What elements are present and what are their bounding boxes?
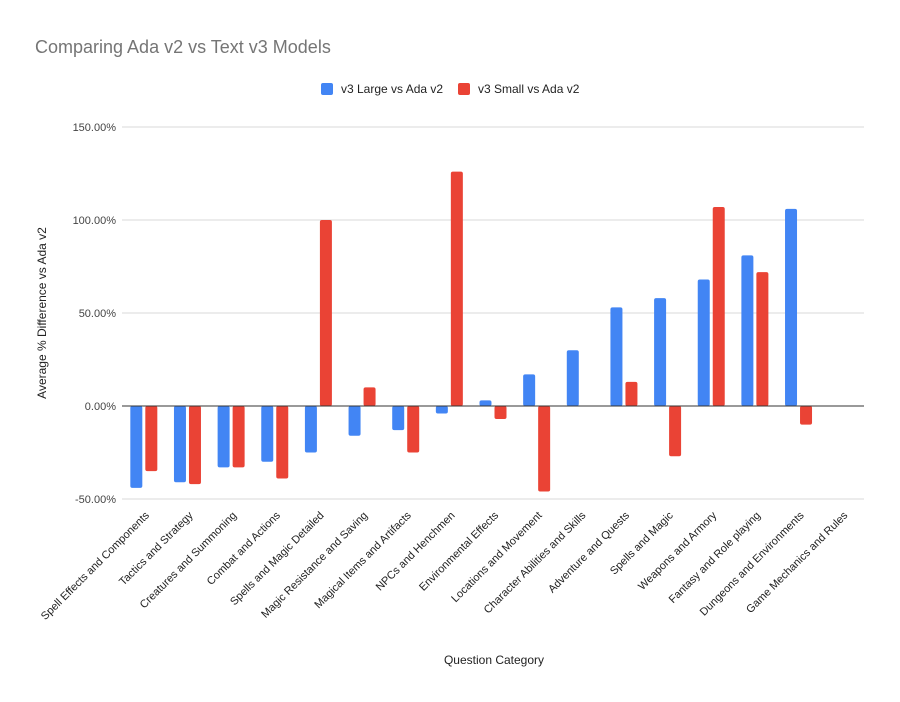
bar-v3-small xyxy=(450,171,463,406)
y-axis-tick-labels: -50.00% 0.00% 50.00% 100.00% 150.00% xyxy=(73,122,117,506)
bar-v3-small xyxy=(319,220,332,406)
bar-v3-large xyxy=(435,406,448,414)
chart-title: Comparing Ada v2 vs Text v3 Models xyxy=(35,37,331,57)
bars xyxy=(130,171,813,492)
x-category-label: Weapons and Armory xyxy=(636,509,719,592)
bar-v3-large xyxy=(741,255,754,406)
bar-v3-small xyxy=(538,406,551,492)
x-category-label: Fantasy and Role playing xyxy=(667,510,763,606)
bar-v3-large xyxy=(785,208,798,406)
x-axis-title: Question Category xyxy=(444,653,544,667)
x-category-label: Environmental Effects xyxy=(417,509,501,593)
bar-v3-small xyxy=(232,406,245,468)
bar-v3-small xyxy=(756,272,769,406)
bar-v3-large xyxy=(697,279,710,406)
bar-v3-large xyxy=(173,406,186,483)
legend-label-v3-small: v3 Small vs Ada v2 xyxy=(478,82,580,96)
bar-v3-small xyxy=(145,406,158,472)
legend: v3 Large vs Ada v2 v3 Small vs Ada v2 xyxy=(321,82,580,96)
bar-v3-large xyxy=(654,298,667,406)
bar-v3-large xyxy=(130,406,143,488)
bar-v3-large xyxy=(392,406,405,431)
x-category-label: Locations and Movement xyxy=(449,510,544,605)
bar-v3-small xyxy=(712,206,725,406)
bar-v3-large xyxy=(261,406,274,462)
legend-swatch-v3-small xyxy=(458,83,470,95)
bar-v3-large xyxy=(566,350,579,406)
bar-v3-small xyxy=(363,387,376,406)
x-category-label: Adventure and Quests xyxy=(546,509,632,595)
x-category-label: Combat and Actions xyxy=(205,509,283,587)
bar-v3-large xyxy=(523,374,536,406)
bar-v3-large xyxy=(348,406,361,436)
bar-v3-large xyxy=(217,406,230,468)
y-tick-label: 150.00% xyxy=(73,122,117,134)
bar-v3-small xyxy=(188,406,201,485)
legend-swatch-v3-large xyxy=(321,83,333,95)
bar-v3-small xyxy=(800,406,813,425)
legend-label-v3-large: v3 Large vs Ada v2 xyxy=(341,82,443,96)
x-category-label: Tactics and Strategy xyxy=(117,509,196,588)
bar-v3-large xyxy=(610,307,623,406)
bar-v3-large xyxy=(304,406,317,453)
y-tick-label: 100.00% xyxy=(73,215,117,227)
bar-v3-large xyxy=(479,400,492,406)
bar-v3-small xyxy=(669,406,682,457)
y-tick-label: 0.00% xyxy=(85,401,116,413)
y-tick-label: 50.00% xyxy=(79,308,117,320)
bar-v3-small xyxy=(407,406,420,453)
bar-v3-small xyxy=(625,381,638,406)
bar-v3-small xyxy=(276,406,289,479)
bar-v3-small xyxy=(494,406,507,420)
y-axis-title: Average % Difference vs Ada v2 xyxy=(35,227,49,399)
x-category-label: NPCs and Henchmen xyxy=(374,510,458,594)
y-tick-label: -50.00% xyxy=(75,494,116,506)
